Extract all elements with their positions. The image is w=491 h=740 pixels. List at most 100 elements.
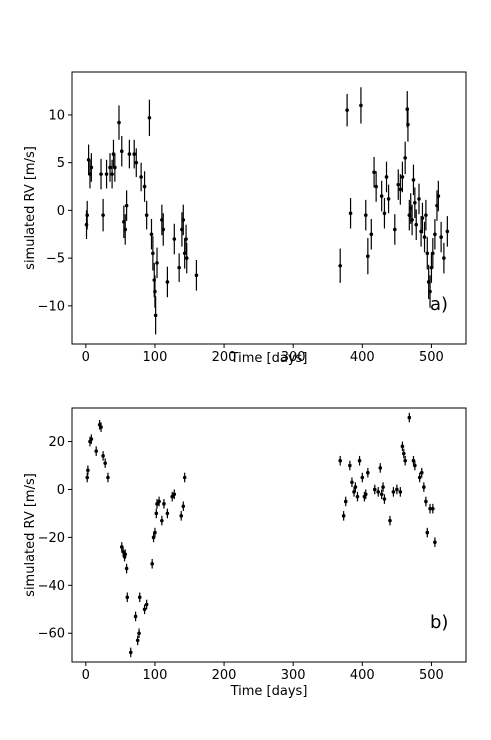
panel-a-data-point bbox=[99, 172, 103, 176]
panel-b-data-point bbox=[419, 470, 424, 475]
panel-a-data-point bbox=[194, 273, 199, 278]
panel-a-x-tick-label: 300 bbox=[281, 350, 306, 365]
panel-b-data-point bbox=[348, 463, 352, 468]
panel-b-data-point bbox=[338, 458, 342, 463]
panel-b-data-point bbox=[407, 415, 412, 420]
panel-b-label: b) bbox=[430, 612, 448, 633]
panel-a-data-point bbox=[363, 213, 368, 217]
panel-b-data-point bbox=[165, 511, 170, 516]
panel-a-data-point bbox=[396, 182, 401, 187]
panel-a-data-point bbox=[123, 227, 128, 232]
panel-b-data-point bbox=[128, 650, 133, 655]
panel-a-data-point bbox=[414, 222, 419, 227]
panel-b-data-point bbox=[401, 451, 406, 456]
panel-b-y-tick-label: −40 bbox=[38, 579, 65, 594]
panel-b-data-point bbox=[137, 595, 142, 600]
panel-a-x-tick-label: 500 bbox=[419, 350, 444, 365]
panel-b-data-point bbox=[350, 480, 354, 485]
panel-a-y-tick-label: 5 bbox=[57, 156, 65, 171]
panel-a-data-point bbox=[108, 165, 112, 170]
panel-a-data-point bbox=[359, 103, 363, 108]
panel-b-data-point bbox=[391, 490, 396, 494]
panel-a-data-point bbox=[420, 216, 425, 220]
panel-a-data-point bbox=[445, 229, 450, 234]
panel-b-y-axis-label: simulated RV [m/s] bbox=[23, 473, 38, 597]
panel-b-data-point bbox=[144, 602, 149, 607]
panel-a-data-point bbox=[110, 172, 114, 176]
panel-b-data-point bbox=[425, 530, 430, 535]
panel-b-y-tick-label: 0 bbox=[57, 483, 65, 498]
panel-b-data-point bbox=[357, 458, 362, 463]
panel-b-data-point bbox=[378, 466, 383, 470]
panel-a-data-point bbox=[117, 120, 121, 125]
panel-a-data-point bbox=[181, 218, 186, 222]
panel-a-data-point bbox=[410, 218, 414, 222]
panel-b-data-point bbox=[123, 552, 128, 556]
panel-b-data-point bbox=[376, 490, 381, 494]
panel-a-y-ticks: −10 −5 0 5 10 bbox=[38, 108, 72, 314]
panel-a-data-point bbox=[348, 211, 353, 216]
panel-b-data-point bbox=[431, 506, 435, 511]
panel-a-data-point bbox=[369, 232, 374, 237]
panel-a-data-point bbox=[393, 227, 397, 232]
panel-b-x-tick-label: 0 bbox=[82, 668, 90, 683]
panel-a-data-point bbox=[417, 197, 421, 201]
panel-b-data-point bbox=[106, 475, 110, 480]
panel-a-data-point bbox=[379, 194, 384, 198]
panel-a-data-point bbox=[372, 170, 376, 175]
panel-b-x-tick-label: 500 bbox=[419, 668, 444, 683]
panel-a-data-point bbox=[386, 197, 391, 201]
panel-b-data-point bbox=[125, 595, 130, 600]
panel-a-data-point bbox=[345, 108, 349, 112]
panel-b-data-point bbox=[428, 506, 432, 511]
panel-a-data-point bbox=[89, 165, 94, 170]
panel-a-data-point bbox=[403, 156, 407, 160]
panel-b-data-point bbox=[403, 458, 407, 463]
panel-b: 0 100 200 300 400 500 −60 −40 −20 0 20 Time [days… bbox=[23, 407, 467, 699]
panel-b-data-point bbox=[381, 485, 385, 489]
panel-a-x-ticks: 0 100 200 300 400 500 bbox=[82, 344, 444, 365]
panel-b-y-tick-label: −60 bbox=[38, 627, 65, 642]
panel-b-data-point bbox=[89, 437, 94, 441]
panel-a-y-tick-label: −10 bbox=[38, 299, 65, 314]
panel-a-data-point bbox=[144, 213, 149, 217]
panel-b-data-point bbox=[85, 475, 90, 480]
panel-b-data-point bbox=[101, 454, 105, 458]
panel-b-x-tick-label: 300 bbox=[281, 668, 306, 683]
panel-b-data-point bbox=[422, 485, 426, 489]
panel-a-data-point bbox=[400, 175, 405, 179]
panel-b-data-point bbox=[400, 444, 405, 449]
panel-a-label: a) bbox=[430, 294, 448, 315]
panel-b-x-tick-label: 100 bbox=[143, 668, 168, 683]
panel-b-data-point bbox=[395, 487, 399, 492]
panel-a-data-point bbox=[422, 235, 427, 239]
panel-a-x-tick-label: 200 bbox=[212, 350, 237, 365]
panel-b-data-point bbox=[170, 494, 175, 499]
panel-b-data-point bbox=[94, 449, 98, 453]
panel-a-x-axis-label: Time [days] bbox=[230, 351, 308, 366]
panel-a-data-point bbox=[153, 289, 157, 294]
panel-b-data-point bbox=[99, 425, 103, 429]
panel-a-data-point bbox=[431, 251, 435, 256]
panel-a-data-point bbox=[147, 116, 152, 120]
panel-b-data-point bbox=[363, 492, 368, 497]
panel-a-data-point bbox=[433, 232, 437, 237]
panel-b-data-point bbox=[353, 485, 358, 489]
panel-a-data-point bbox=[113, 165, 117, 170]
panel-b-x-tick-label: 400 bbox=[350, 668, 375, 683]
panel-a-data-point bbox=[428, 289, 432, 294]
panel-b-y-ticks: −60 −40 −20 0 20 bbox=[38, 435, 72, 642]
panel-b-data-point bbox=[157, 499, 161, 504]
panel-a-data-point bbox=[374, 184, 378, 189]
panel-a-marks bbox=[84, 87, 450, 335]
panel-b-data-point bbox=[366, 470, 370, 475]
panel-a-data-point bbox=[85, 213, 90, 217]
panel-a-data-point bbox=[184, 237, 188, 241]
panel-a-data-point bbox=[398, 187, 403, 192]
panel-a-data-point bbox=[366, 254, 370, 258]
panel-b-data-point bbox=[135, 638, 140, 643]
panel-a-data-point bbox=[184, 256, 189, 260]
panel-a-data-point bbox=[165, 280, 170, 284]
